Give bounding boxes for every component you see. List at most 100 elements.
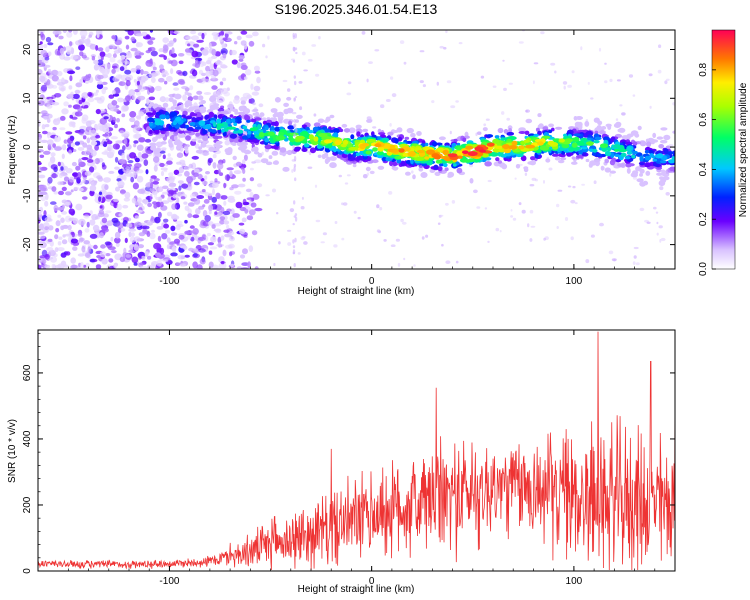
noise-blob: [171, 53, 177, 58]
speck: [437, 222, 441, 225]
speck: [639, 207, 645, 212]
noise-blob: [74, 111, 83, 117]
noise-blob: [134, 50, 142, 56]
speck: [302, 235, 306, 239]
ridge-blob: [268, 155, 273, 160]
artifact-speck: [293, 200, 296, 205]
noise-blob: [87, 73, 92, 78]
ridge-blob: [188, 106, 195, 112]
ridge-blob: [561, 143, 570, 149]
noise-blob: [70, 142, 75, 148]
speck: [301, 51, 306, 56]
noise-blob: [224, 139, 231, 146]
ridge-blob: [189, 113, 198, 117]
noise-blob: [82, 101, 91, 108]
ridge-blob: [645, 170, 651, 176]
ridge-blob: [389, 144, 396, 149]
noise-blob: [46, 139, 54, 146]
noise-blob: [162, 191, 169, 195]
noise-blob: [105, 210, 112, 214]
ridge-blob: [525, 118, 533, 124]
noise-blob: [44, 124, 50, 128]
noise-blob: [176, 161, 182, 165]
noise-blob: [65, 45, 73, 52]
noise-blob: [202, 220, 210, 227]
noise-blob: [246, 215, 254, 221]
colorbar-scale: [711, 29, 736, 270]
noise-blob: [46, 247, 54, 252]
noise-blob: [69, 41, 73, 47]
noise-blob: [157, 235, 162, 242]
noise-blob: [168, 189, 175, 195]
noise-blob: [51, 263, 56, 269]
noise-blob: [134, 201, 140, 206]
noise-blob: [129, 152, 137, 159]
noise-blob: [186, 234, 192, 240]
ridge-blob: [221, 110, 229, 115]
speck: [521, 209, 526, 214]
noise-blob: [56, 82, 65, 86]
noise-blob: [111, 217, 119, 223]
noise-blob: [82, 196, 88, 200]
ridge-blob: [594, 136, 602, 141]
noise-blob: [171, 246, 177, 252]
ridge-blob: [270, 121, 277, 126]
ridge-blob: [663, 134, 671, 141]
noise-blob: [139, 265, 147, 269]
noise-blob: [222, 249, 227, 257]
artifact-speck: [294, 237, 297, 243]
noise-blob: [72, 124, 76, 128]
noise-blob: [107, 246, 116, 251]
speck: [506, 117, 511, 121]
artifact-speck: [295, 51, 298, 55]
noise-blob: [185, 36, 193, 40]
noise-blob: [99, 205, 103, 209]
noise-blob: [108, 94, 115, 99]
noise-blob: [39, 154, 45, 158]
noise-blob: [112, 143, 120, 150]
noise-blob: [178, 234, 185, 240]
noise-blob: [219, 81, 224, 86]
noise-blob: [223, 229, 230, 233]
ridge-blob: [396, 127, 403, 133]
ridge-blob: [529, 160, 536, 166]
speck: [341, 202, 344, 206]
speck: [487, 179, 492, 183]
ridge-blob: [607, 125, 612, 130]
noise-blob: [101, 183, 109, 191]
ridge-blob: [571, 156, 576, 160]
noise-blob: [79, 51, 84, 57]
noise-blob: [234, 190, 242, 195]
noise-blob: [158, 54, 166, 58]
x-tick-label: -100: [159, 276, 179, 287]
noise-blob: [202, 152, 209, 156]
ridge-blob: [278, 118, 283, 123]
noise-blob: [70, 257, 76, 264]
noise-blob: [161, 233, 168, 240]
noise-blob: [167, 176, 175, 184]
ridge-blob: [242, 125, 248, 130]
noise-blob: [177, 79, 185, 85]
noise-blob: [232, 213, 240, 218]
noise-blob: [188, 247, 194, 252]
ridge-blob: [239, 141, 247, 145]
noise-blob: [153, 203, 158, 209]
noise-blob: [228, 243, 235, 249]
noise-blob: [227, 195, 235, 200]
ridge-blob: [362, 155, 368, 160]
noise-blob: [52, 118, 61, 126]
noise-blob: [84, 171, 92, 176]
noise-blob: [203, 199, 210, 204]
noise-blob: [60, 252, 67, 258]
noise-blob: [89, 258, 96, 263]
ridge-blob: [389, 160, 394, 167]
noise-blob: [172, 82, 179, 86]
ridge-blob: [511, 140, 518, 146]
noise-blob: [125, 95, 131, 102]
noise-blob: [67, 70, 76, 75]
ridge-blob: [467, 158, 475, 163]
noise-blob: [147, 255, 152, 260]
spectrogram-y-label: Frequency (Hz): [7, 116, 18, 185]
ridge-blob: [210, 95, 216, 99]
snr-series-line: [38, 331, 675, 571]
